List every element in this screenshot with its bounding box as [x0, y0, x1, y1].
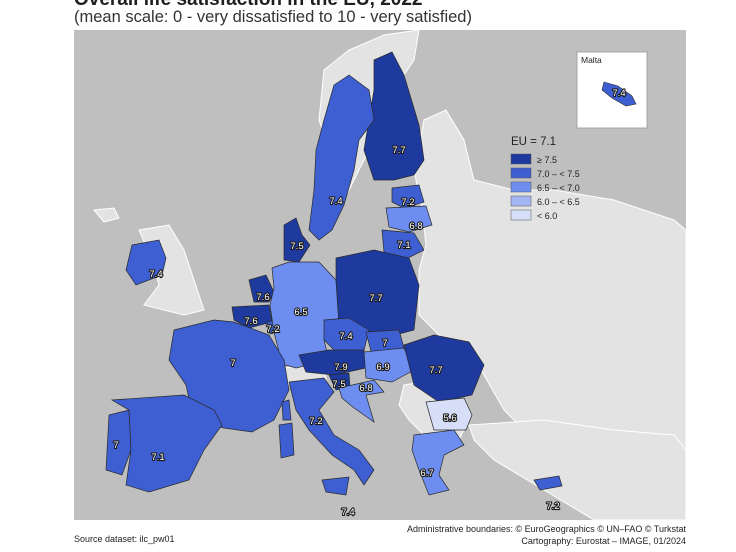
legend-title: EU = 7.1 — [511, 136, 556, 148]
country-croatia[interactable] — [338, 379, 385, 423]
country-lithuania[interactable] — [381, 229, 425, 261]
legend-label: 6.0 – < 6.5 — [537, 197, 580, 207]
legend-item-2: 6.5 – < 7.0 — [510, 181, 580, 193]
label-ireland: 7.4 — [149, 269, 162, 280]
legend-item-1: 7.0 – < 7.5 — [510, 167, 580, 179]
label-austria: 7.9 — [334, 362, 347, 373]
country-corsica[interactable] — [281, 399, 292, 421]
label-romania: 7.7 — [429, 365, 442, 376]
legend-label: 6.5 – < 7.0 — [537, 183, 580, 193]
country-sardinia[interactable] — [278, 422, 295, 459]
label-sweden: 7.4 — [329, 196, 342, 207]
label-bulgaria: 5.6 — [443, 413, 456, 424]
inset-label: Malta — [581, 55, 602, 65]
label-lithuania: 7.1 — [397, 240, 410, 251]
legend-swatch — [510, 195, 532, 207]
faroe-islands — [93, 207, 120, 223]
legend-item-4: < 6.0 — [510, 209, 557, 221]
eu-countries — [105, 51, 563, 496]
label-slovakia: 7 — [382, 338, 387, 349]
legend: EU = 7.1 ≥ 7.5 7.0 – < 7.5 6.5 – < 7.0 6… — [510, 136, 580, 221]
country-greece[interactable] — [411, 429, 465, 496]
legend-label: < 6.0 — [537, 211, 557, 221]
country-ireland[interactable] — [125, 239, 167, 286]
label-spain: 7.1 — [151, 452, 164, 463]
eu-map: 7.7 7.4 7.2 6.8 7.1 7.5 7.4 7.6 7.6 7.2 … — [74, 30, 686, 520]
country-belgium[interactable] — [231, 304, 273, 329]
label-estonia: 7.2 — [401, 197, 414, 208]
country-denmark[interactable] — [283, 217, 311, 263]
legend-item-0: ≥ 7.5 — [510, 153, 557, 165]
map-title: Overall life satisfaction in the EU, 202… — [74, 0, 422, 11]
label-denmark: 7.5 — [290, 241, 303, 252]
legend-item-3: 6.0 – < 6.5 — [510, 195, 580, 207]
label-portugal: 7 — [113, 440, 118, 451]
legend-swatch — [510, 167, 532, 179]
legend-swatch — [510, 209, 532, 221]
country-netherlands[interactable] — [248, 274, 275, 303]
label-luxembourg: 7.2 — [266, 324, 279, 335]
label-netherlands: 7.6 — [256, 292, 269, 303]
legend-swatch — [510, 181, 532, 193]
country-estonia[interactable] — [391, 184, 425, 209]
label-greece: 6.7 — [420, 468, 433, 479]
label-latvia: 6.8 — [409, 221, 422, 232]
legend-swatch — [510, 153, 532, 165]
label-cyprus: 7.2 — [546, 501, 559, 512]
label-belgium: 7.6 — [244, 316, 257, 327]
country-cyprus[interactable] — [533, 475, 563, 491]
country-sweden[interactable] — [308, 74, 375, 241]
country-sicily[interactable] — [321, 476, 350, 496]
country-spain[interactable] — [110, 394, 223, 493]
label-italy: 7.2 — [309, 416, 322, 427]
country-hungary[interactable] — [363, 347, 415, 383]
label-croatia: 6.8 — [359, 383, 372, 394]
country-latvia[interactable] — [385, 205, 433, 233]
legend-label: 7.0 – < 7.5 — [537, 169, 580, 179]
country-italy[interactable] — [288, 377, 375, 486]
cartography-credit: Cartography: Eurostat – IMAGE, 01/2024 — [521, 536, 686, 546]
country-bulgaria[interactable] — [425, 397, 473, 431]
label-hungary: 6.9 — [376, 362, 389, 373]
label-malta: 7.4 — [612, 88, 625, 99]
turkey — [468, 419, 686, 520]
source-dataset: Source dataset: ilc_pw01 — [74, 534, 175, 544]
boundaries-credit: Administrative boundaries: © EuroGeograp… — [406, 524, 686, 534]
country-romania[interactable] — [403, 334, 485, 403]
label-sicily: 7.4 — [341, 507, 354, 518]
value-labels: 7.7 7.4 7.2 6.8 7.1 7.5 7.4 7.6 7.6 7.2 … — [112, 144, 560, 519]
malta-inset: Malta 7.4 — [576, 51, 648, 129]
label-france: 7 — [230, 358, 235, 369]
label-slovenia: 7.5 — [332, 379, 345, 390]
label-poland: 7.7 — [369, 293, 382, 304]
label-finland: 7.7 — [392, 145, 405, 156]
label-germany: 6.5 — [294, 307, 307, 318]
legend-label: ≥ 7.5 — [537, 155, 557, 165]
malta-shape[interactable] — [601, 81, 637, 107]
map-subtitle: (mean scale: 0 - very dissatisfied to 10… — [74, 8, 472, 26]
country-portugal[interactable] — [105, 409, 132, 476]
label-czechia: 7.4 — [339, 331, 352, 342]
